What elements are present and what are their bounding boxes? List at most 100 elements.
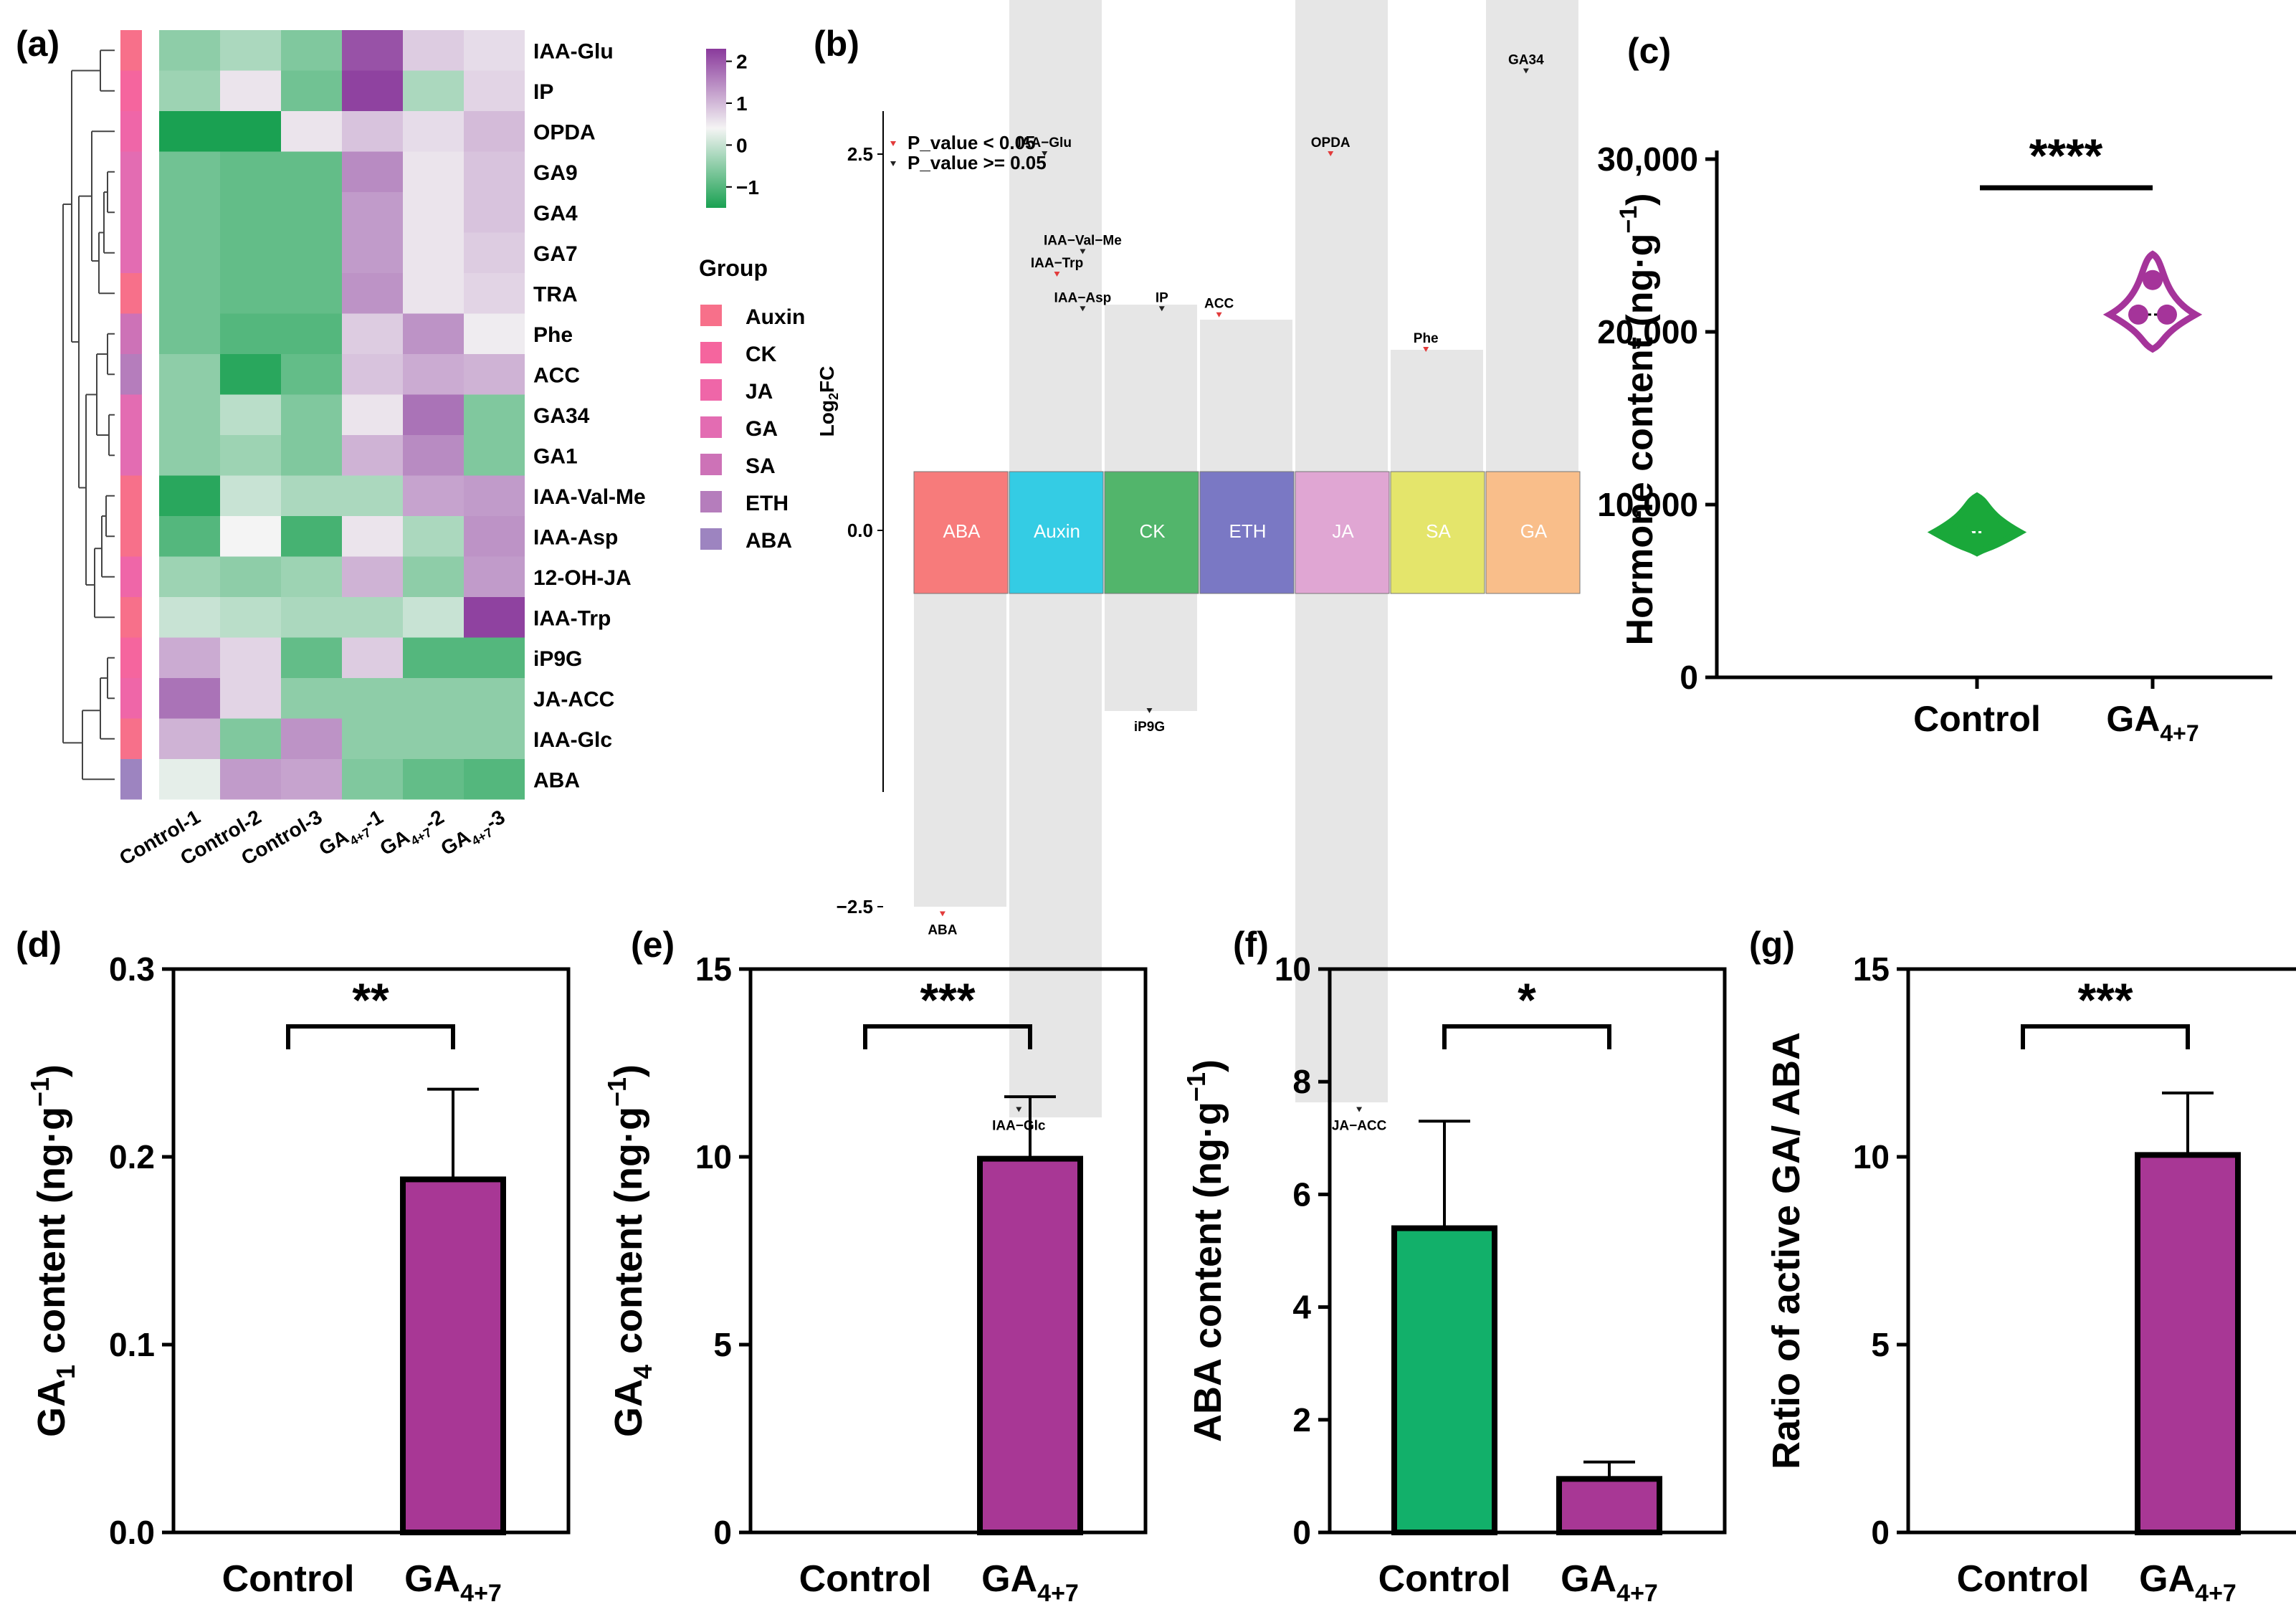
legend-label: P_value < 0.05 <box>908 132 1036 153</box>
heatmap-cell <box>159 678 220 719</box>
legend-label: P_value >= 0.05 <box>908 152 1047 173</box>
heatmap-cell <box>464 718 525 759</box>
heatmap-row-label: IAA-Asp <box>533 525 618 549</box>
heatmap-cell <box>342 30 403 71</box>
panel-label: (b) <box>814 24 859 64</box>
heatmap-cell <box>342 678 403 719</box>
point-label: IAA−Asp <box>1054 290 1112 305</box>
heatmap-row-label: IP <box>533 80 553 104</box>
heatmap-cell <box>220 111 281 152</box>
panel-label: (c) <box>1627 31 1671 71</box>
heatmap-cell <box>464 637 525 678</box>
heatmap-cell <box>464 394 525 435</box>
heatmap-cell <box>342 435 403 476</box>
panel-label: (a) <box>16 24 59 64</box>
heatmap-cell <box>403 232 464 273</box>
bar-chart-panel: 0.0 0.1 0.2 0.3 GA1 content (ng·g−1) Control G… <box>25 950 571 1607</box>
y-tick-label: 4 <box>1292 1289 1311 1326</box>
violin-shape <box>2102 250 2203 353</box>
panel-label: (e) <box>631 925 675 965</box>
group-legend-label: CK <box>746 343 777 366</box>
heatmap-cell <box>220 718 281 759</box>
colorbar-tick-label: 0 <box>736 134 748 156</box>
significance-bracket <box>2021 1024 2190 1049</box>
point-label: IAA−Glc <box>992 1119 1046 1134</box>
plot-frame <box>1328 967 1727 1535</box>
heatmap-cell <box>220 516 281 557</box>
x-tick-label: GA4+7 <box>404 1558 502 1607</box>
point-label: ACC <box>1204 297 1234 312</box>
heatmap-cell <box>159 759 220 800</box>
category-band <box>1104 471 1199 594</box>
group-legend-label: ETH <box>746 492 789 515</box>
heatmap-cell <box>281 678 342 719</box>
y-tick-label: 2 <box>1292 1401 1311 1439</box>
heatmap-cell <box>281 192 342 233</box>
y-tick-label: 10,000 <box>1597 486 1698 523</box>
heatmap-cell <box>464 313 525 354</box>
bar-chart-panel: 0 5 10 15 GA4 content (ng·g−1) Control GA4+7 **… <box>602 950 1148 1607</box>
x-tick-label: GA4+7 <box>2106 699 2199 746</box>
heatmap-row-label: IAA-Glu <box>533 39 614 63</box>
data-point <box>1054 272 1060 277</box>
group-legend-swatch <box>700 528 722 550</box>
heatmap-cell <box>220 556 281 597</box>
heatmap-cell <box>403 111 464 152</box>
heatmap-cell <box>342 475 403 516</box>
heatmap-cell <box>220 232 281 273</box>
significance-stars: * <box>1518 973 1536 1026</box>
heatmap-cell <box>464 678 525 719</box>
y-tick-label: 0.1 <box>109 1326 155 1363</box>
data-point <box>1042 151 1048 156</box>
heatmap-cell <box>464 30 525 71</box>
category-band <box>1390 471 1485 594</box>
x-tick-label: Control <box>799 1558 932 1600</box>
y-axis-label: GA1 content (ng·g−1) <box>25 1064 80 1437</box>
group-annotation-cell <box>120 151 142 192</box>
category-band <box>1199 471 1295 594</box>
heatmap-row-label: ABA <box>533 768 580 792</box>
y-tick-label: 6 <box>1292 1175 1311 1213</box>
y-tick-label: 0.0 <box>109 1514 155 1551</box>
significance-stars: *** <box>2077 973 2133 1026</box>
violin-data-point <box>2157 304 2177 325</box>
violin-data-point <box>2143 270 2163 290</box>
heatmap-cell <box>403 678 464 719</box>
x-tick-label: GA4+7 <box>1561 1558 1658 1607</box>
heatmap-cell <box>220 354 281 395</box>
heatmap-cell <box>342 556 403 597</box>
x-tick-label: Control <box>1378 1558 1511 1600</box>
legend-marker-significant <box>890 141 896 146</box>
heatmap-cell <box>281 313 342 354</box>
heatmap-cell <box>281 597 342 638</box>
heatmap-column-label: GA4+7-3 <box>437 806 511 864</box>
heatmap-cell <box>281 556 342 597</box>
group-annotation-cell <box>120 30 142 71</box>
category-label: ABA <box>943 520 981 542</box>
heatmap-cell <box>281 475 342 516</box>
dendrogram <box>62 49 115 781</box>
heatmap-cell <box>403 313 464 354</box>
y-tick-label: 0.0 <box>847 520 873 541</box>
point-label: JA−ACC <box>1332 1119 1387 1134</box>
heatmap-cell <box>342 273 403 314</box>
y-tick-label: 5 <box>1871 1326 1890 1363</box>
heatmap-cell <box>281 435 342 476</box>
heatmap-row-label: 12-OH-JA <box>533 566 632 590</box>
group-annotation-cell <box>120 70 142 111</box>
heatmap-cell <box>220 637 281 678</box>
heatmap-row-label: TRA <box>533 282 578 306</box>
heatmap-cell <box>281 394 342 435</box>
heatmap-row-label: GA4 <box>533 201 578 225</box>
group-legend-swatch <box>700 491 722 512</box>
bar-chart-panel: 0 2 4 6 8 10 ABA content (ng·g−1) Control GA4+7 * <box>1181 950 1727 1607</box>
x-tick-label: GA4+7 <box>981 1558 1079 1607</box>
panel-label: (f) <box>1233 925 1269 965</box>
heatmap-cell <box>464 111 525 152</box>
y-tick-label: 10 <box>695 1138 732 1175</box>
heatmap-cell <box>159 273 220 314</box>
heatmap-cell <box>281 111 342 152</box>
group-annotation-cell <box>120 597 142 638</box>
group-legend-label: ABA <box>746 529 792 553</box>
heatmap-cell <box>220 597 281 638</box>
